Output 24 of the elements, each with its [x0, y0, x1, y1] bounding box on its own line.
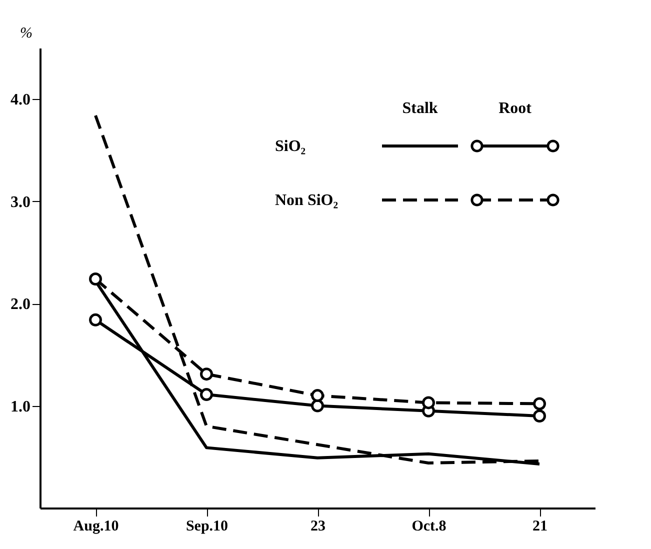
point — [533, 397, 546, 410]
point — [533, 410, 546, 422]
x-tick-label: 23 — [310, 518, 326, 534]
y-tick-label: 2.0 — [10, 296, 30, 314]
annotation: Non SiO₂ — [275, 192, 338, 209]
line-series — [94, 114, 541, 465]
point — [311, 399, 324, 412]
y-tick-label: 4.0 — [10, 92, 30, 109]
x-tick-label: Aug.10 — [73, 518, 119, 534]
x-tick-label: Sep.10 — [186, 518, 228, 534]
x-tick-label: 21 — [532, 518, 548, 534]
annotation: SiO₂ — [275, 138, 306, 155]
annotation: Root — [498, 100, 532, 117]
point — [200, 388, 213, 402]
annotation: Stalk — [402, 100, 438, 117]
point — [200, 368, 213, 381]
y-tick-label: 3.0 — [10, 194, 30, 211]
point — [311, 389, 324, 402]
point — [89, 272, 102, 286]
point — [422, 396, 435, 410]
point — [89, 313, 102, 326]
y-axis-title: % — [20, 26, 32, 42]
x-tick-label: Oct.8 — [412, 518, 446, 534]
y-tick-label: 1.0 — [10, 398, 30, 416]
